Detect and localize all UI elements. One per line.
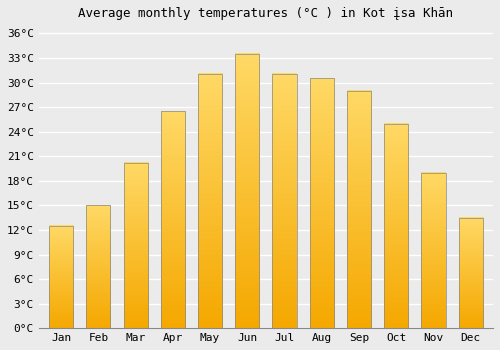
Bar xyxy=(422,173,446,328)
Bar xyxy=(458,218,483,328)
Bar xyxy=(235,54,260,328)
Title: Average monthly temperatures (°C ) in Kot įsa Khān: Average monthly temperatures (°C ) in Ko… xyxy=(78,7,454,20)
Bar xyxy=(310,78,334,328)
Bar xyxy=(49,226,73,328)
Bar xyxy=(384,124,408,328)
Bar xyxy=(86,205,110,328)
Bar xyxy=(160,111,185,328)
Bar xyxy=(272,74,296,328)
Bar xyxy=(198,74,222,328)
Bar xyxy=(124,163,148,328)
Bar xyxy=(347,91,371,328)
